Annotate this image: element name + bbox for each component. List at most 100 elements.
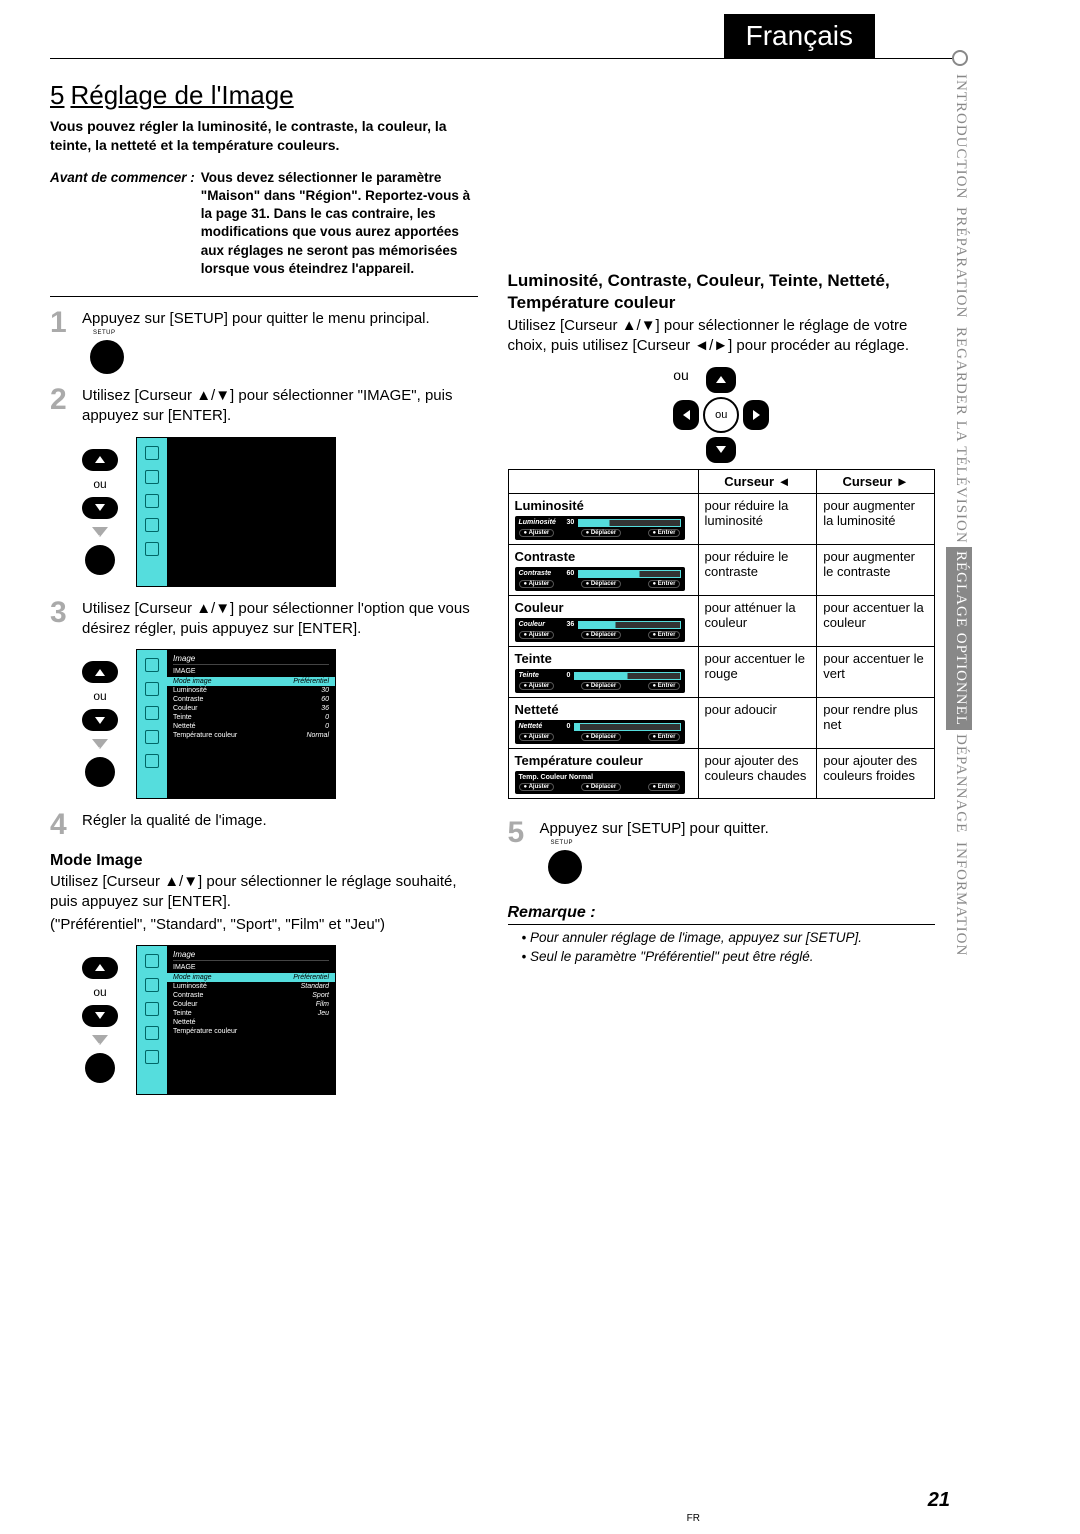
- param-cell: ContrasteContraste60● Ajuster● Déplacer●…: [508, 544, 698, 595]
- step-2-text: Utilisez [Curseur ▲/▼] pour sélectionner…: [82, 386, 478, 427]
- effect-right: pour ajouter des couleurs froides: [817, 748, 935, 798]
- divider: [50, 296, 478, 297]
- right-column: Luminosité, Contraste, Couleur, Teinte, …: [508, 80, 936, 1099]
- step-2-illustration: ou ENTER: [82, 437, 478, 587]
- tv-row: Luminosité30: [173, 686, 329, 695]
- mode-image-heading: Mode Image: [50, 852, 478, 870]
- page-lang: FR: [687, 1513, 700, 1524]
- slider-box: Contraste60● Ajuster● Déplacer● Entrer: [515, 567, 685, 591]
- tv-side-icon: [145, 494, 159, 508]
- right-heading: Luminosité, Contraste, Couleur, Teinte, …: [508, 270, 936, 314]
- mode-image-options: ("Préférentiel", "Standard", "Sport", "F…: [50, 915, 478, 935]
- effect-left: pour atténuer la couleur: [698, 595, 817, 646]
- intro-text: Vous pouvez régler la luminosité, le con…: [50, 117, 478, 155]
- table-row: NettetéNetteté0● Ajuster● Déplacer● Entr…: [508, 697, 935, 748]
- enter-button[interactable]: ENTER: [85, 545, 115, 575]
- cursor-down-button[interactable]: [82, 497, 118, 519]
- setup-button[interactable]: SETUP: [90, 340, 124, 374]
- cursor-buttons: ou ENTER: [82, 449, 118, 575]
- effect-right: pour rendre plus net: [817, 697, 935, 748]
- mode-image-illustration: ou ENTER Image IMAGE Mode imagePréférent…: [82, 945, 478, 1095]
- setup-label: SETUP: [93, 330, 116, 336]
- param-cell: CouleurCouleur36● Ajuster● Déplacer● Ent…: [508, 595, 698, 646]
- step-3-text: Utilisez [Curseur ▲/▼] pour sélectionner…: [82, 599, 478, 640]
- step-num-4: 4: [50, 811, 72, 838]
- tv-side-icon: [145, 470, 159, 484]
- dpad-right-button[interactable]: [743, 400, 769, 430]
- side-tab-depannage: DÉPANNAGE: [946, 730, 972, 837]
- slider-box: Teinte0● Ajuster● Déplacer● Entrer: [515, 669, 685, 693]
- side-tab-information: INFORMATION: [946, 838, 972, 960]
- tv-row: Température couleur: [173, 1027, 329, 1036]
- tv-menu-label: IMAGE: [173, 964, 329, 971]
- effect-right: pour accentuer le vert: [817, 646, 935, 697]
- table-header-right: Curseur ►: [817, 469, 935, 493]
- setup-button[interactable]: SETUP: [548, 850, 582, 884]
- tv-header: Image: [173, 950, 329, 961]
- side-tab-television: REGARDER LA TÉLÉVISION: [946, 323, 972, 548]
- remarque-item: Pour annuler réglage de l'image, appuyez…: [522, 929, 936, 948]
- effect-left: pour réduire le contraste: [698, 544, 817, 595]
- tv-row: Température couleurNormal: [173, 731, 329, 740]
- table-row: TeinteTeinte0● Ajuster● Déplacer● Entrer…: [508, 646, 935, 697]
- table-row: LuminositéLuminosité30● Ajuster● Déplace…: [508, 493, 935, 544]
- tv-side-icon: [145, 1050, 159, 1064]
- effect-right: pour accentuer la couleur: [817, 595, 935, 646]
- cursor-up-button[interactable]: [82, 449, 118, 471]
- right-desc: Utilisez [Curseur ▲/▼] pour sélectionner…: [508, 316, 936, 357]
- tv-row: ContrasteSport: [173, 991, 329, 1000]
- tv-header: Image: [173, 654, 329, 665]
- ou-label: ou: [93, 477, 106, 491]
- tv-row: Mode imagePréférentiel: [167, 677, 335, 686]
- remarque-heading: Remarque :: [508, 904, 936, 925]
- effect-left: pour accentuer le rouge: [698, 646, 817, 697]
- top-rule: [50, 58, 960, 59]
- tv-row: TeinteJeu: [173, 1009, 329, 1018]
- section-title-text: Réglage de l'Image: [70, 80, 293, 110]
- ou-label: ou: [93, 689, 106, 703]
- param-cell: LuminositéLuminosité30● Ajuster● Déplace…: [508, 493, 698, 544]
- tv-body: Image IMAGE Mode imagePréférentiel Lumin…: [167, 650, 335, 798]
- enter-label: ENTER: [87, 536, 110, 542]
- cursor-up-button[interactable]: [82, 957, 118, 979]
- enter-button[interactable]: ENTER: [85, 757, 115, 787]
- step-1-text: Appuyez sur [SETUP] pour quitter le menu…: [82, 309, 478, 336]
- enter-button[interactable]: ENTER: [85, 1053, 115, 1083]
- avant-block: Avant de commencer : Vous devez sélectio…: [50, 169, 478, 278]
- tv-row: Mode imagePréférentiel: [167, 973, 335, 982]
- dpad-down-button[interactable]: [706, 437, 736, 463]
- tv-row: Couleur36: [173, 704, 329, 713]
- tv-side-icons: [137, 438, 167, 586]
- table-row: CouleurCouleur36● Ajuster● Déplacer● Ent…: [508, 595, 935, 646]
- cursor-down-button[interactable]: [82, 709, 118, 731]
- tv-side-icon: [145, 518, 159, 532]
- step-num-1: 1: [50, 309, 72, 336]
- tv-side-icon: [145, 682, 159, 696]
- step-num-3: 3: [50, 599, 72, 640]
- tv-side-icon: [145, 1002, 159, 1016]
- dpad-left-button[interactable]: [673, 400, 699, 430]
- step-3-illustration: ou ENTER Image IMAGE Mode imagePréférent…: [82, 649, 478, 799]
- side-tab-reglage: RÉGLAGE OPTIONNEL: [946, 547, 972, 730]
- param-cell: NettetéNetteté0● Ajuster● Déplacer● Entr…: [508, 697, 698, 748]
- remarque-block: Remarque : Pour annuler réglage de l'ima…: [508, 904, 936, 967]
- section-title: 5Réglage de l'Image: [50, 80, 478, 111]
- tv-side-icon: [145, 542, 159, 556]
- effect-left: pour réduire la luminosité: [698, 493, 817, 544]
- table-header-left: Curseur ◄: [698, 469, 817, 493]
- cursor-buttons: ou ENTER: [82, 661, 118, 787]
- table-row: Température couleurTemp. Couleur Normal●…: [508, 748, 935, 798]
- tv-side-icon: [145, 706, 159, 720]
- tv-side-icon: [145, 730, 159, 744]
- language-tab: Français: [724, 14, 875, 58]
- avant-label: Avant de commencer :: [50, 169, 195, 278]
- dpad-center: ou: [703, 397, 739, 433]
- step-2: 2 Utilisez [Curseur ▲/▼] pour sélectionn…: [50, 386, 478, 427]
- effect-left: pour ajouter des couleurs chaudes: [698, 748, 817, 798]
- cursor-down-button[interactable]: [82, 1005, 118, 1027]
- dpad-up-button[interactable]: [706, 367, 736, 393]
- ou-label: ou: [93, 985, 106, 999]
- cursor-up-button[interactable]: [82, 661, 118, 683]
- tv-side-icons: [137, 946, 167, 1094]
- tv-row: Netteté0: [173, 722, 329, 731]
